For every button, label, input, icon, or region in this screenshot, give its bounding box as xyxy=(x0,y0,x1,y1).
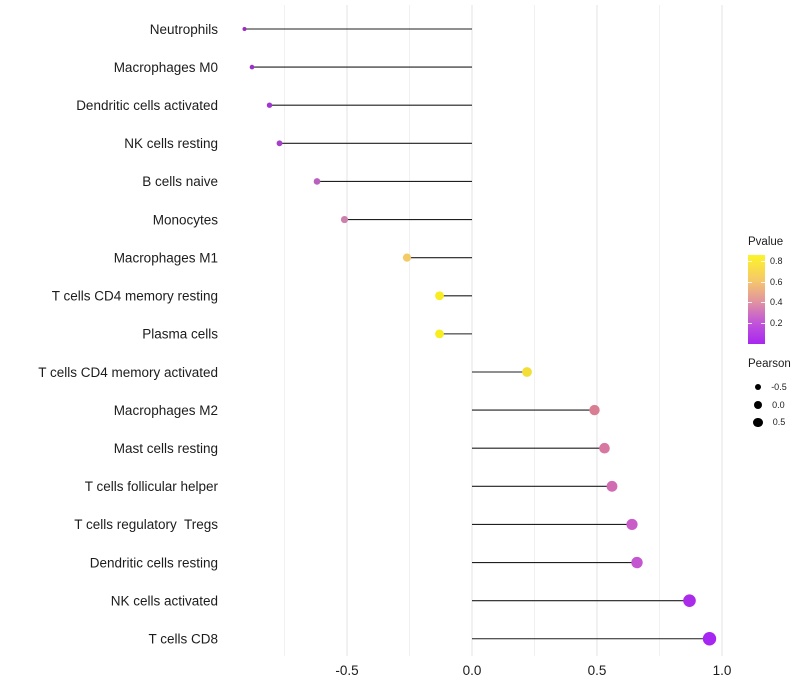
x-tick-label: 0.5 xyxy=(588,663,607,678)
pvalue-gradient-bar: 0.8 0.6 0.4 0.2 xyxy=(748,254,783,344)
category-label: NK cells resting xyxy=(124,136,218,151)
category-label: Monocytes xyxy=(153,212,219,227)
category-label: T cells follicular helper xyxy=(85,479,219,494)
data-point xyxy=(266,102,273,108)
pearson-size-label: 0.0 xyxy=(772,399,785,410)
category-label: Plasma cells xyxy=(142,327,218,342)
data-point xyxy=(522,367,532,377)
pvalue-tick-label: 0.2 xyxy=(770,317,783,328)
pvalue-bar-tick xyxy=(761,322,765,324)
data-point xyxy=(276,140,283,147)
category-label: Neutrophils xyxy=(150,22,219,37)
category-label: Dendritic cells activated xyxy=(76,98,218,113)
pvalue-bar-tick xyxy=(761,281,765,283)
pvalue-bar-tick xyxy=(748,322,752,324)
pearson-size-dot xyxy=(753,400,763,409)
pearson-legend-item: -0.5 xyxy=(748,379,791,397)
pvalue-tick-label: 0.6 xyxy=(770,276,783,287)
data-point xyxy=(683,594,696,607)
category-label: Macrophages M2 xyxy=(114,403,218,418)
x-tick-label: 0.0 xyxy=(463,663,482,678)
data-point xyxy=(249,64,255,70)
category-label: T cells CD4 memory activated xyxy=(38,365,218,380)
category-label: Mast cells resting xyxy=(114,441,218,456)
category-label: NK cells activated xyxy=(111,593,218,608)
x-tick-label: 1.0 xyxy=(713,663,732,678)
data-point xyxy=(599,442,610,454)
pearson-legend-rows: -0.5 0.0 0.5 xyxy=(748,379,791,432)
category-label: Macrophages M1 xyxy=(114,250,218,265)
pearson-legend-title: Pearson xyxy=(748,358,791,370)
data-point xyxy=(435,329,444,339)
pvalue-bar-tick xyxy=(761,261,765,263)
pearson-legend-item: 0.0 xyxy=(748,396,791,414)
data-point xyxy=(402,253,412,262)
pearson-size-dot xyxy=(753,417,763,427)
category-label: B cells naive xyxy=(142,174,218,189)
category-label: Macrophages M0 xyxy=(114,60,218,75)
data-point xyxy=(435,291,444,301)
pvalue-tick-label: 0.4 xyxy=(770,297,783,308)
pvalue-tick-label: 0.8 xyxy=(770,256,783,267)
pearson-legend-item: 0.5 xyxy=(748,414,791,432)
category-label: T cells CD8 xyxy=(148,632,218,647)
data-point xyxy=(340,215,349,224)
pearson-size-label: -0.5 xyxy=(771,382,787,393)
category-label: Dendritic cells resting xyxy=(90,555,218,570)
pvalue-bar-tick xyxy=(748,302,752,304)
pvalue-bar-tick xyxy=(748,281,752,283)
category-label: T cells CD4 memory resting xyxy=(52,289,218,304)
pvalue-legend: Pvalue 0.8 0.6 0.4 0.2 xyxy=(748,236,784,344)
data-point xyxy=(589,404,600,416)
data-point xyxy=(626,518,638,531)
pvalue-bar-tick xyxy=(748,261,752,263)
data-point xyxy=(702,632,717,646)
pvalue-legend-title: Pvalue xyxy=(748,236,784,248)
pearson-size-dot xyxy=(754,384,762,391)
data-point xyxy=(242,27,247,31)
data-point xyxy=(631,556,643,569)
data-point xyxy=(313,178,321,185)
pearson-size-label: 0.5 xyxy=(772,417,786,428)
x-tick-label: -0.5 xyxy=(335,663,358,678)
pvalue-bar-tick xyxy=(761,302,765,304)
data-point xyxy=(606,480,618,492)
category-label: T cells regulatory Tregs xyxy=(74,517,218,532)
pearson-legend: Pearson -0.5 0.0 0.5 xyxy=(748,358,791,432)
